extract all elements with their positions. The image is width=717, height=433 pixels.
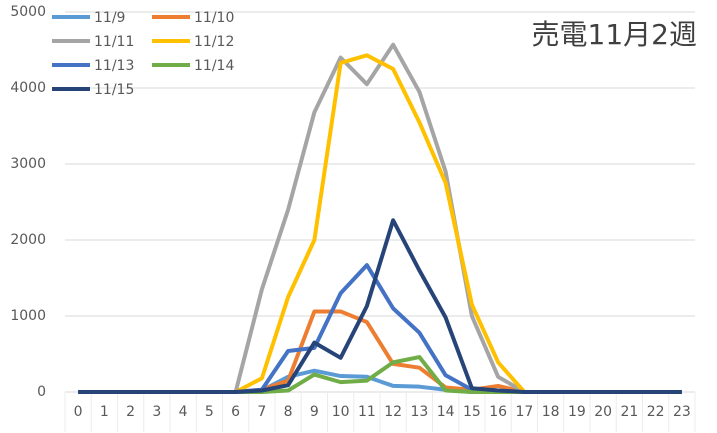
x-tick-label: 16: [489, 404, 507, 420]
x-tick-label: 18: [542, 404, 560, 420]
x-tick-label: 22: [647, 404, 665, 420]
x-tick-label: 7: [257, 404, 266, 420]
x-tick-label: 21: [620, 404, 638, 420]
legend-label: 11/15: [94, 82, 134, 98]
y-tick-label: 0: [37, 384, 46, 400]
y-tick-label: 2000: [10, 232, 46, 248]
legend-label: 11/10: [194, 10, 234, 26]
x-tick-label: 4: [179, 404, 188, 420]
x-tick-label: 11: [358, 404, 376, 420]
x-tick-label: 3: [152, 404, 161, 420]
series-line: [78, 355, 682, 394]
x-tick-label: 0: [74, 404, 83, 420]
x-tick-label: 5: [205, 404, 214, 420]
x-tick-label: 19: [568, 404, 586, 420]
x-tick-label: 20: [594, 404, 612, 420]
x-tick-label: 14: [437, 404, 455, 420]
y-tick-label: 1000: [10, 308, 46, 324]
y-tick-label: 4000: [10, 80, 46, 96]
legend-label: 11/11: [94, 34, 134, 50]
x-tick-label: 10: [332, 404, 350, 420]
x-tick-label: 9: [310, 404, 319, 420]
x-tick-label: 12: [384, 404, 402, 420]
x-tick-label: 13: [410, 404, 428, 420]
x-tick-label: 8: [284, 404, 293, 420]
legend-label: 11/9: [94, 10, 125, 26]
x-tick-label: 6: [231, 404, 240, 420]
legend-label: 11/14: [194, 58, 234, 74]
x-tick-label: 23: [673, 404, 691, 420]
x-tick-label: 2: [126, 404, 135, 420]
y-tick-label: 3000: [10, 156, 46, 172]
x-tick-label: 15: [463, 404, 481, 420]
x-tick-label: 17: [515, 404, 533, 420]
series-line: [78, 218, 682, 394]
legend-label: 11/12: [194, 34, 234, 50]
x-tick-label: 1: [100, 404, 109, 420]
y-tick-label: 5000: [10, 4, 46, 20]
chart-title: 売電11月2週: [532, 18, 697, 51]
legend-label: 11/13: [94, 58, 134, 74]
